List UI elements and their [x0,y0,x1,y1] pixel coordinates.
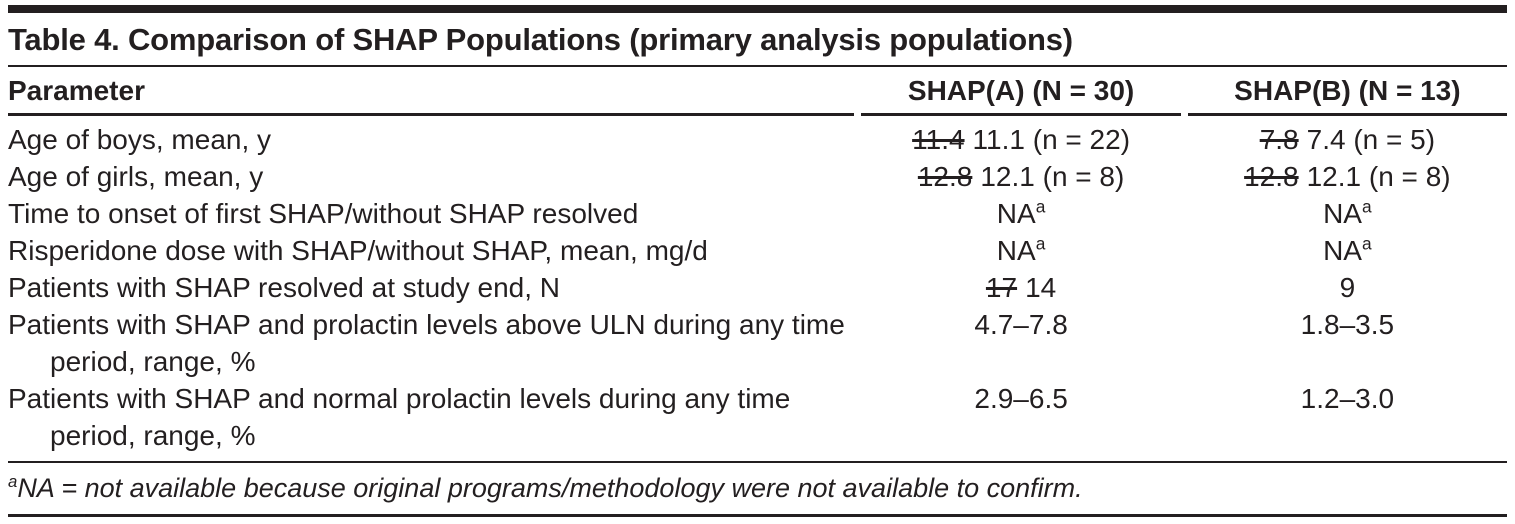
cell-value: 4.7–7.8 [974,309,1068,340]
table-row: Time to onset of first SHAP/without SHAP… [8,195,1507,232]
parameter-cell: Age of boys, mean, y [8,124,272,155]
comparison-table: Parameter SHAP(A) (N = 30) SHAP(B) (N = … [1,67,1514,461]
footnote-text: NA = not available because original prog… [17,473,1083,503]
shap-a-cell: 17 14 [861,269,1180,306]
cell-value: 11.1 (n = 22) [972,124,1131,155]
shap-a-cell: 12.8 12.1 (n = 8) [861,158,1180,195]
parameter-cell: Patients with SHAP resolved at study end… [8,272,560,303]
column-header-parameter: Parameter [8,67,855,116]
struck-value: 12.8 [917,161,973,192]
shap-b-cell: NAa [1188,195,1507,232]
cell-value: 14 [1025,272,1057,303]
cell-value: NA [996,198,1036,229]
column-header-shap-b: SHAP(B) (N = 13) [1187,67,1507,116]
cell-value: 1.2–3.0 [1300,383,1395,414]
cell-value: 9 [1339,272,1356,303]
struck-value: 11.4 [912,124,965,155]
footnote-ref: a [1361,233,1372,254]
parameter-cell: Risperidone dose with SHAP/without SHAP,… [8,235,708,266]
cell-value: 12.1 (n = 8) [1306,161,1451,192]
parameter-cell: Age of girls, mean, y [8,161,264,192]
shap-b-cell: 12.8 12.1 (n = 8) [1188,158,1507,195]
cell-value: 1.8–3.5 [1300,309,1395,340]
table-footnote: aNA = not available because original pro… [8,463,1507,514]
top-rule-thick [8,5,1507,13]
shap-a-cell: 11.4 11.1 (n = 22) [861,116,1180,158]
footnote-ref: a [1035,196,1046,217]
shap-a-cell: 2.9–6.5 [861,380,1180,461]
table-title: Table 4. Comparison of SHAP Populations … [8,22,1073,57]
table-row: Risperidone dose with SHAP/without SHAP,… [8,232,1507,269]
table-row: Patients with SHAP and prolactin levels … [8,306,1507,380]
struck-value: 7.8 [1259,124,1299,155]
shap-a-cell: 4.7–7.8 [861,306,1180,380]
shap-a-cell: NAa [861,195,1180,232]
cell-value: 2.9–6.5 [974,383,1068,414]
cell-value: NA [996,235,1036,266]
table-row: Age of girls, mean, y 12.8 12.1 (n = 8) 1… [8,158,1507,195]
cell-value: NA [1323,198,1362,229]
cell-value: NA [1323,235,1362,266]
shap-b-cell: 9 [1188,269,1507,306]
footnote-ref: a [1361,196,1372,217]
bottom-rule [8,514,1507,517]
shap-a-cell: NAa [861,232,1180,269]
parameter-cell: Patients with SHAP and prolactin levels … [8,309,845,377]
shap-b-cell: 7.8 7.4 (n = 5) [1188,116,1507,158]
footnote-rule [8,461,1507,463]
shap-b-cell: 1.8–3.5 [1188,306,1507,380]
struck-value: 17 [985,272,1018,303]
footnote-marker: a [8,472,18,491]
parameter-cell: Time to onset of first SHAP/without SHAP… [8,198,639,229]
footnote-ref: a [1035,233,1046,254]
table-row: Age of boys, mean, y 11.4 11.1 (n = 22) 7… [8,116,1507,158]
cell-value: 7.4 (n = 5) [1306,124,1436,155]
header-row: Parameter SHAP(A) (N = 30) SHAP(B) (N = … [8,67,1507,116]
parameter-cell: Patients with SHAP and normal prolactin … [8,383,791,451]
shap-b-cell: NAa [1188,232,1507,269]
struck-value: 12.8 [1244,161,1299,192]
column-header-shap-a: SHAP(A) (N = 30) [861,67,1181,116]
table-row: Patients with SHAP resolved at study end… [8,269,1507,306]
shap-b-cell: 1.2–3.0 [1188,380,1507,461]
title-rule [8,65,1507,67]
table-row: Patients with SHAP and normal prolactin … [8,380,1507,461]
cell-value: 12.1 (n = 8) [980,161,1125,192]
